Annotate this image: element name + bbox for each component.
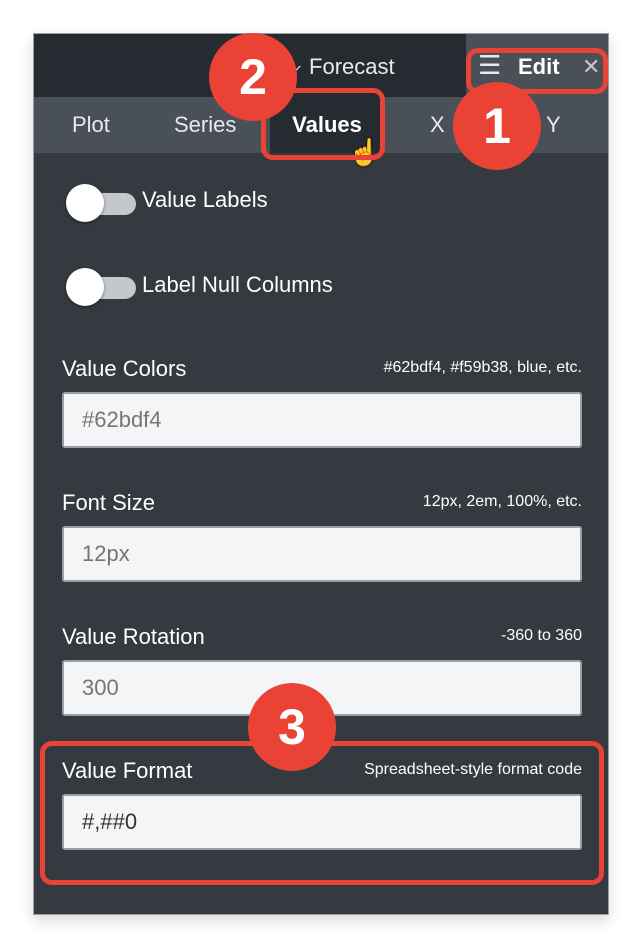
panel-header: ⩗Forecast ☰ Edit ✕: [34, 34, 608, 97]
edit-label: Edit: [518, 54, 560, 79]
tab-x[interactable]: X: [430, 112, 445, 137]
value-rotation-hint: -360 to 360: [501, 627, 582, 644]
label-null-columns-toggle[interactable]: [66, 268, 138, 306]
value-colors-input[interactable]: [62, 392, 582, 448]
tab-series[interactable]: Series: [174, 112, 237, 137]
highlight-value-format: [40, 741, 604, 885]
value-colors-hint: #62bdf4, #f59b38, blue, etc.: [383, 359, 582, 376]
edit-tab[interactable]: ☰ Edit ✕: [466, 34, 608, 97]
value-colors-label: Value Colors: [62, 356, 187, 381]
forecast-label: Forecast: [309, 54, 395, 79]
value-labels-toggle[interactable]: [66, 184, 138, 222]
sliders-icon: ☰: [478, 50, 502, 80]
tab-plot[interactable]: Plot: [72, 112, 110, 137]
close-icon[interactable]: ✕: [582, 54, 601, 79]
annotation-badge-1: 1: [453, 82, 541, 170]
font-size-hint: 12px, 2em, 100%, etc.: [422, 493, 582, 510]
value-format-label: Value Format: [62, 758, 193, 783]
value-rotation-label: Value Rotation: [62, 624, 205, 649]
highlight-values-tab: [261, 88, 385, 160]
label-null-columns-label: Label Null Columns: [142, 272, 333, 297]
value-format-hint: Spreadsheet-style format code: [364, 761, 582, 778]
tab-y[interactable]: Y: [546, 112, 561, 137]
annotation-badge-3: 3: [248, 683, 336, 771]
value-format-input[interactable]: [62, 794, 582, 850]
font-size-input[interactable]: [62, 526, 582, 582]
annotation-badge-2: 2: [209, 33, 297, 121]
font-size-label: Font Size: [62, 490, 155, 515]
forecast-button[interactable]: ⩗Forecast: [292, 34, 395, 97]
tab-values[interactable]: Values: [270, 97, 384, 153]
highlight-edit: [466, 48, 608, 94]
value-labels-label: Value Labels: [142, 187, 268, 212]
